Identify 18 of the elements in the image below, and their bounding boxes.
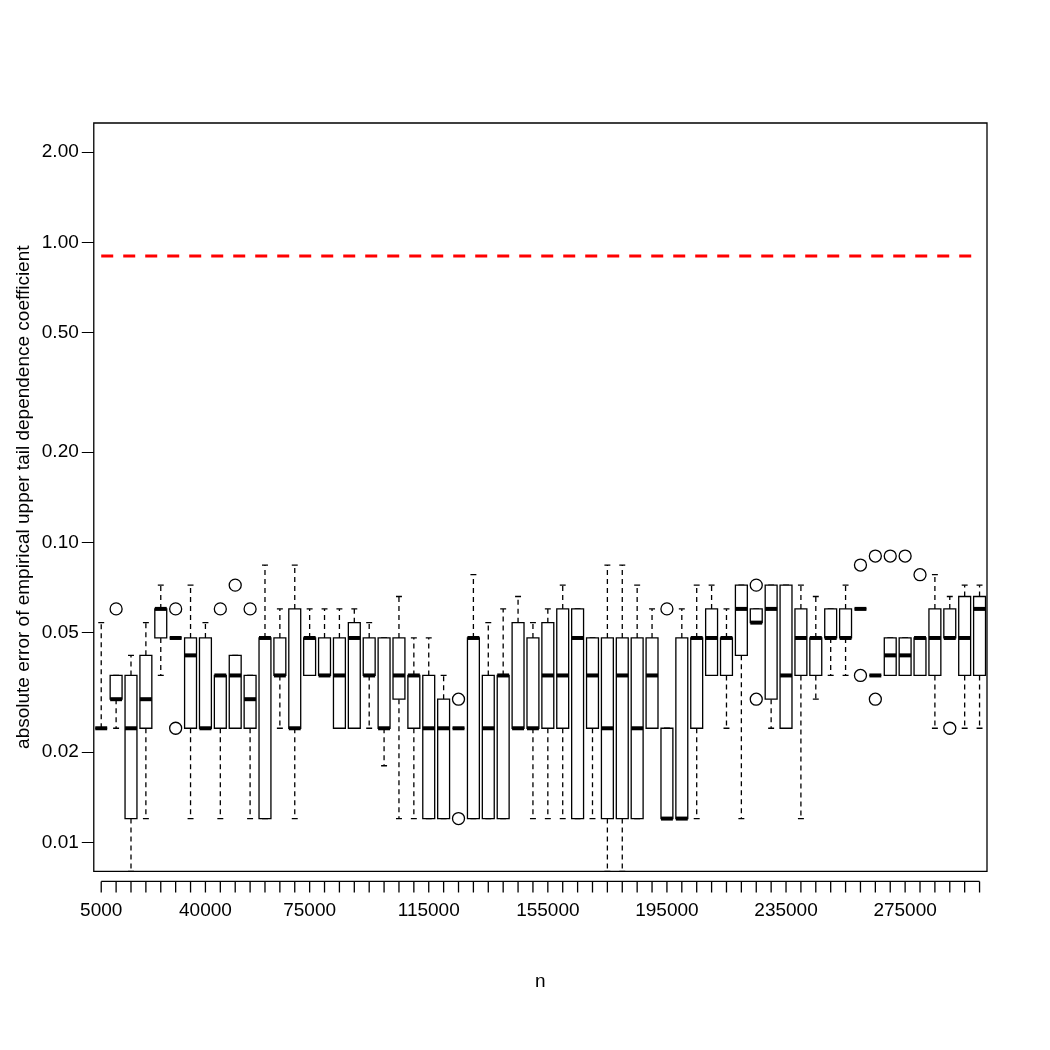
- x-tick-label: 275000: [873, 899, 937, 921]
- x-tick-label: 115000: [397, 899, 460, 921]
- x-tick-label: 5000: [80, 899, 123, 921]
- y-tick-label: 0.10: [41, 530, 79, 552]
- x-tick-label: 235000: [754, 899, 818, 921]
- y-tick-label: 0.02: [41, 740, 79, 762]
- x-axis-title: n: [535, 969, 546, 991]
- y-tick-label: 1.00: [41, 230, 79, 252]
- x-tick-label: 40000: [179, 899, 232, 921]
- y-tick-label: 0.50: [41, 320, 79, 342]
- y-tick-label: 0.01: [41, 830, 79, 852]
- y-tick-label: 0.05: [41, 620, 79, 642]
- y-tick-label: 2.00: [41, 140, 79, 162]
- x-tick-label: 155000: [516, 899, 580, 921]
- y-axis-title: absolute error of empirical upper tail dependence coefficient: [11, 244, 33, 749]
- x-tick-label: 75000: [283, 899, 337, 921]
- x-tick-label: 195000: [635, 899, 699, 921]
- y-tick-label: 0.20: [41, 440, 79, 462]
